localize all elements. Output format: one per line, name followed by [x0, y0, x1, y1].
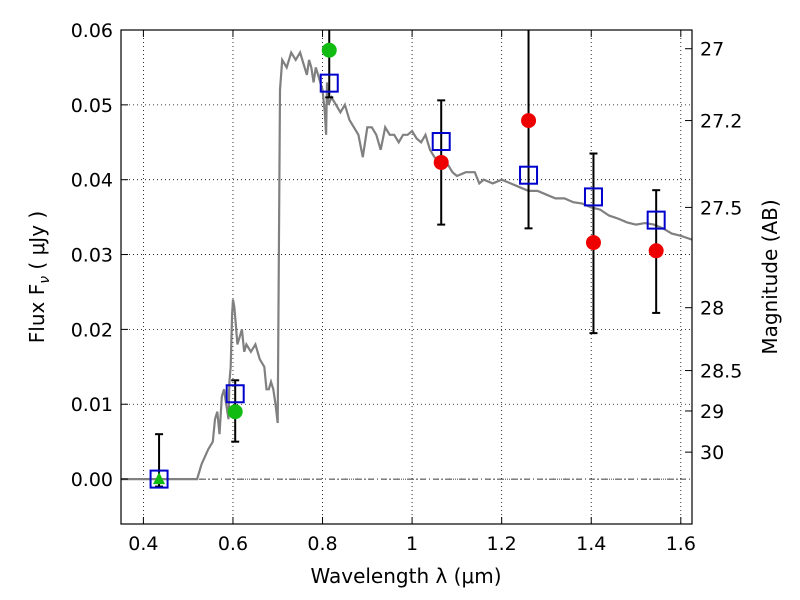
- y-axis-label-sub: ν: [37, 276, 53, 284]
- y2-tick-label: 27.2: [700, 111, 742, 133]
- y-tick-label: 0.01: [71, 394, 113, 416]
- y2-tick-label: 28: [700, 298, 724, 320]
- observed-flux-point: [585, 235, 601, 251]
- y-tick-label: 0.05: [71, 95, 113, 117]
- y2-tick-label: 28.5: [700, 361, 742, 383]
- upper-limit-triangle: [153, 472, 166, 485]
- y-tick-label: 0.04: [71, 170, 113, 192]
- y-axis-label: Flux Fν ( μJy ): [25, 211, 53, 343]
- x-tick-label: 0.8: [307, 533, 337, 555]
- observed-flux-point: [521, 113, 537, 129]
- y-tick-label: 0.06: [71, 20, 113, 42]
- data-markers: [149, 42, 666, 489]
- x-axis-label: Wavelength λ (μm): [310, 564, 501, 588]
- y2-tick-label: 27.5: [700, 197, 742, 219]
- x-axis-ticks: 0.4 0.6 0.8 1 1.2 1.4 1.6: [128, 30, 696, 555]
- observed-flux-point: [433, 154, 449, 170]
- x-tick-label: 1.4: [576, 533, 606, 555]
- model-photometry-square: [519, 165, 539, 185]
- y-tick-label: 0.00: [71, 469, 113, 491]
- y-tick-label: 0.03: [71, 245, 113, 267]
- plot-area: [121, 30, 692, 489]
- model-photometry-square: [583, 187, 603, 207]
- y2-axis-label: Magnitude (AB): [758, 199, 782, 354]
- y2-axis-label-group: Magnitude (AB): [758, 199, 782, 354]
- y2-tick-label: 30: [700, 442, 724, 464]
- model-spectrum-line: [121, 49, 692, 481]
- x-tick-label: 0.4: [128, 533, 158, 555]
- observed-flux-point: [227, 404, 243, 420]
- observed-flux-point: [648, 243, 664, 259]
- y-axis-label-unit: ( μJy ): [25, 211, 49, 276]
- y-axis-ticks: 0.00 0.01 0.02 0.03 0.04 0.05 0.06: [71, 20, 128, 491]
- y2-axis-ticks: 27 27.2 27.5 28 28.5 29 30: [685, 39, 742, 464]
- model-photometry-square: [149, 469, 169, 489]
- grid: [121, 29, 692, 524]
- y2-tick-label: 29: [700, 401, 724, 423]
- plot-frame: [120, 29, 693, 525]
- y-tick-label: 0.02: [71, 319, 113, 341]
- observed-flux-point: [321, 42, 337, 58]
- y-axis-label-group: Flux Fν ( μJy ): [25, 211, 53, 343]
- model-photometry-square: [646, 210, 666, 230]
- model-photometry-square: [225, 384, 245, 404]
- x-tick-label: 1: [406, 533, 418, 555]
- y2-tick-label: 27: [700, 39, 724, 61]
- model-photometry-square: [319, 73, 339, 93]
- x-tick-label: 1.6: [666, 533, 696, 555]
- x-tick-label: 1.2: [487, 533, 517, 555]
- model-photometry-square: [431, 132, 451, 152]
- x-tick-label: 0.6: [218, 533, 248, 555]
